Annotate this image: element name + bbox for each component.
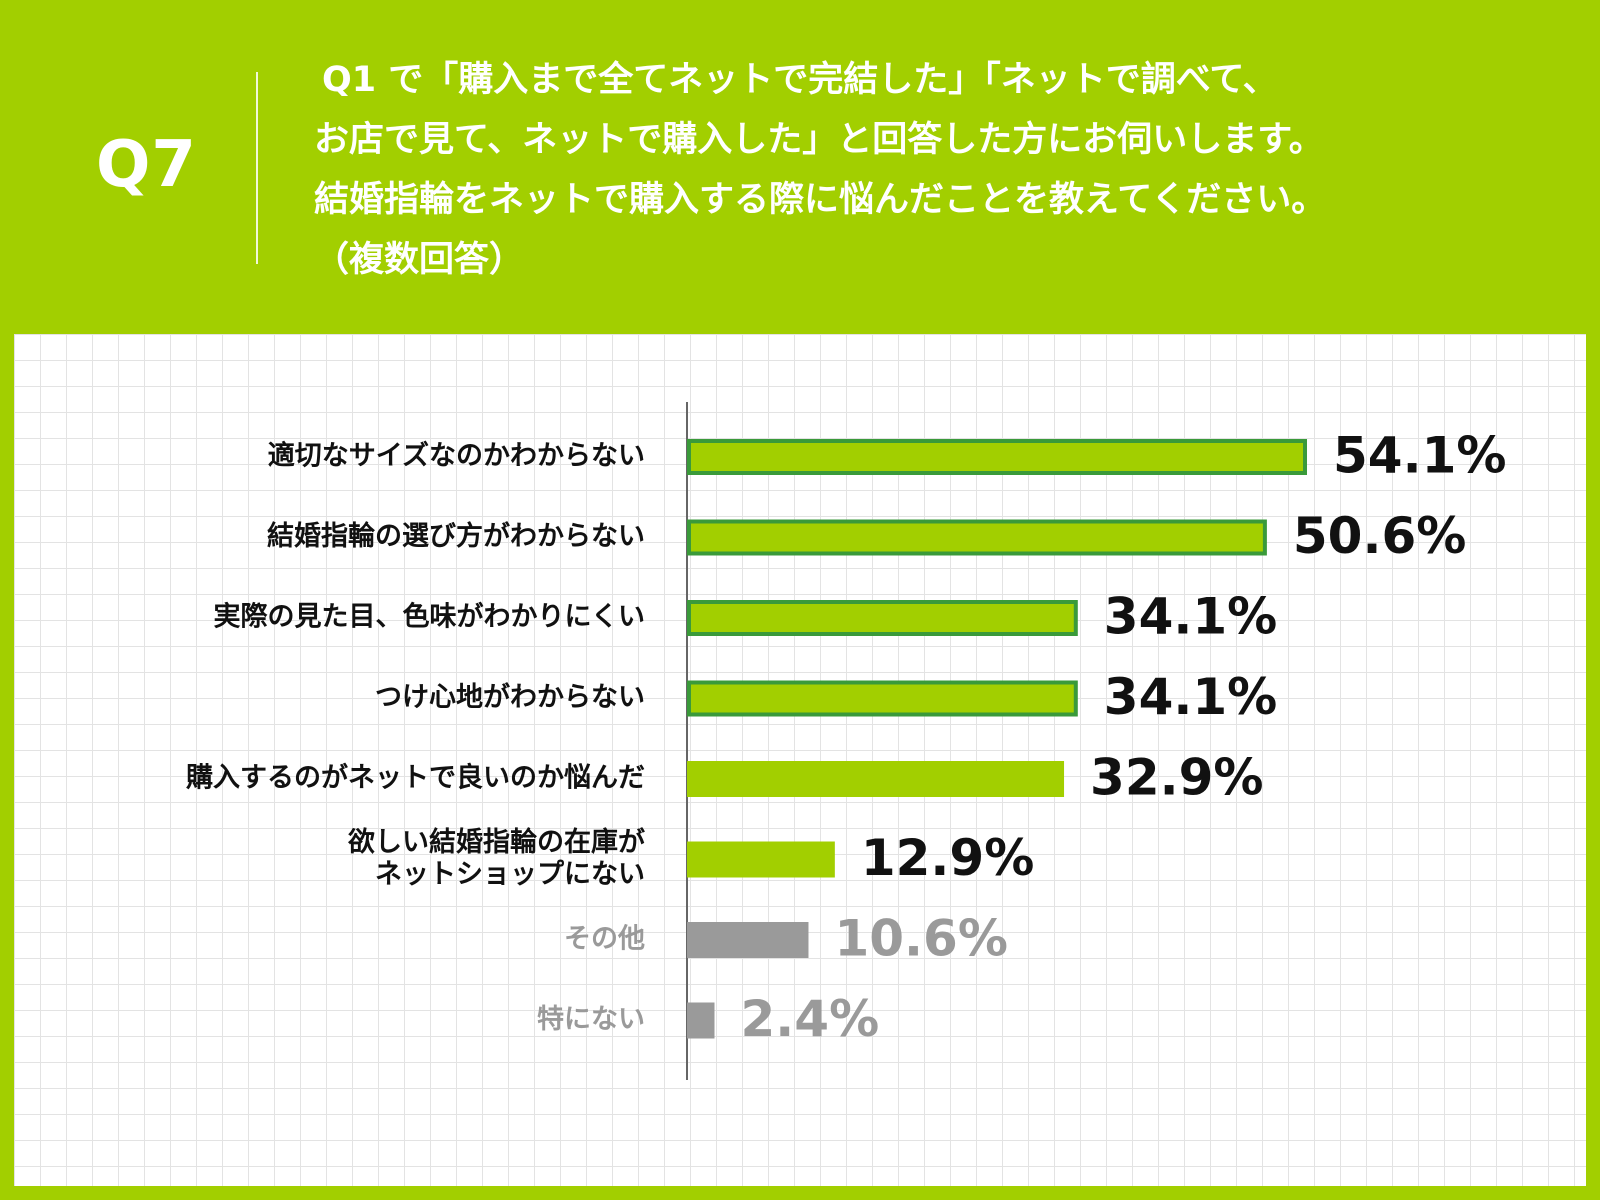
value-label: 34.1%: [1104, 588, 1277, 646]
category-label: 結婚指輪の選び方がわからない: [267, 520, 645, 552]
question-line: Q1 で「購入まで全てネットで完結した」「ネットで調べて、: [322, 60, 1278, 100]
value-label: 50.6%: [1293, 507, 1466, 565]
question-line: お店で見て、ネットで購入した」と回答した方にお伺いします。: [314, 120, 1324, 160]
value-label: 54.1%: [1333, 427, 1506, 485]
question-line: （複数回答）: [314, 240, 525, 280]
bar: [687, 600, 1078, 636]
category-label: 特にない: [537, 1004, 645, 1035]
category-label: 欲しい結婚指輪の在庫が: [347, 826, 645, 858]
category-label: ネットショップにない: [375, 859, 645, 890]
bar: [687, 439, 1307, 475]
category-label: その他: [564, 924, 645, 955]
value-label: 12.9%: [861, 829, 1034, 887]
question-number: Q7: [96, 128, 197, 202]
category-label: つけ心地がわからない: [375, 681, 645, 713]
value-label: 2.4%: [741, 990, 880, 1048]
question-line: 結婚指輪をネットで購入する際に悩んだことを教えてください。: [314, 180, 1327, 220]
bar: [687, 922, 809, 958]
category-label: 実際の見た目、色味がわかりにくい: [214, 601, 645, 633]
bar: [687, 761, 1065, 797]
bar: [687, 680, 1078, 717]
header: Q7 Q1 で「購入まで全てネットで完結した」「ネットで調べて、 お店で見て、ネ…: [0, 0, 1600, 330]
bar: [687, 1002, 715, 1039]
category-label: 購入するのがネットで良いのか悩んだ: [186, 762, 645, 794]
chart-panel: 適切なサイズなのかわからない 54.1% 結婚指輪の選び方がわからない 50.6% 実際…: [14, 334, 1586, 1186]
category-label: 適切なサイズなのかわからない: [268, 440, 645, 472]
question-text: Q1 で「購入まで全てネットで完結した」「ネットで調べて、 お店で見て、ネットで…: [314, 50, 1574, 290]
header-divider: [256, 72, 258, 264]
bar-chart: 適切なサイズなのかわからない 54.1% 結婚指輪の選び方がわからない 50.6% 実際…: [186, 402, 1506, 1080]
value-label: 34.1%: [1104, 668, 1277, 726]
value-label: 32.9%: [1090, 749, 1263, 807]
bar: [687, 841, 835, 878]
bar: [687, 519, 1267, 556]
value-label: 10.6%: [834, 910, 1007, 968]
